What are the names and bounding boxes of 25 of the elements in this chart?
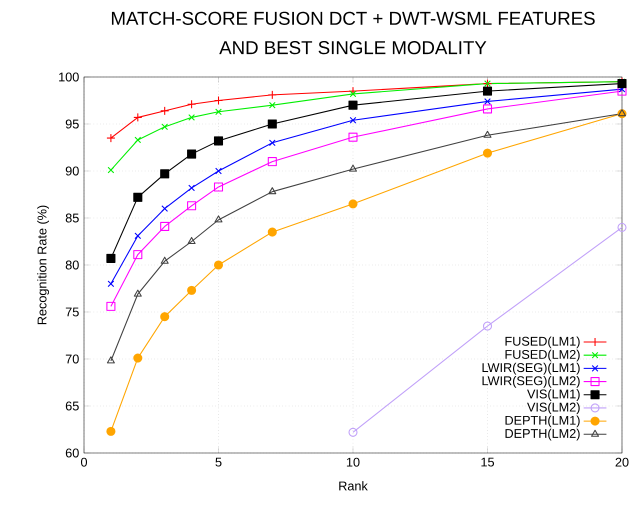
legend-label: VIS(LM1) (527, 389, 580, 401)
y-tick-label: 90 (66, 166, 79, 176)
x-tick-label: 15 (481, 458, 494, 467)
legend-label: DEPTH(LM2) (506, 428, 580, 440)
legend-label: DEPTH(LM1) (506, 416, 580, 428)
legend-label: LWIR(SEG)(LM1) (482, 362, 580, 375)
x-axis-title: Rank (339, 481, 368, 490)
x-tick-label: 5 (215, 458, 222, 467)
y-tick-label: 80 (66, 260, 79, 270)
y-axis-title: Recognition Rate (%) (37, 206, 50, 324)
chart-title: MATCH-SCORE FUSION DCT + DWT-WSML FEATURES AND BEST SINGLE MODALITY (112, 12, 595, 54)
legend-label: LWIR(SEG)(LM2) (482, 376, 580, 388)
legend-label: VIS(LM2) (527, 402, 580, 414)
y-tick-label: 100 (59, 72, 79, 82)
x-tick-label: 20 (616, 458, 629, 467)
y-tick-label: 70 (66, 354, 79, 364)
y-tick-label: 75 (66, 308, 79, 316)
legend-label: FUSED(LM1) (506, 336, 580, 348)
x-tick-label: 0 (80, 458, 88, 467)
y-tick-label: 65 (66, 402, 79, 410)
y-tick-label: 60 (66, 448, 79, 458)
y-tick-label: 95 (66, 120, 79, 128)
y-tick-label: 85 (66, 214, 79, 222)
legend-label: FUSED(LM2) (506, 350, 580, 362)
x-tick-label: 10 (346, 458, 360, 467)
